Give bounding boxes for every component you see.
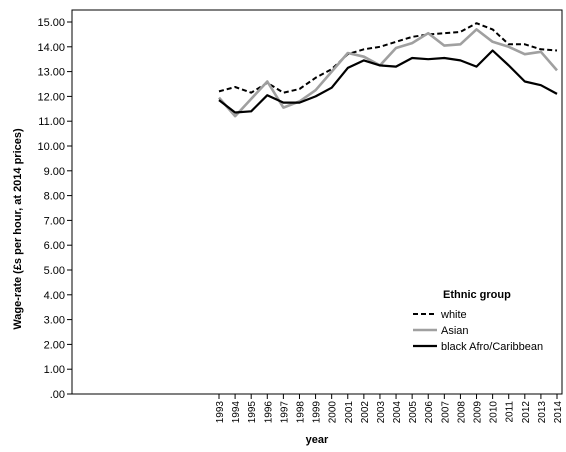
legend: Ethnic group white Asian black Afro/Caribb…: [413, 289, 543, 353]
y-axis: .00 1.00 2.00 3.00 4.00 5.00 6.00 7.00 8.00 9.00 1…: [37, 9, 563, 401]
y-tick-label: .00: [50, 389, 65, 401]
x-tick-label: 2001: [344, 401, 355, 424]
x-tick-label: 1993: [215, 401, 226, 424]
y-axis-title: Wage-rate (£s per hour, at 2014 prices): [12, 128, 24, 330]
y-tick-label: 3.00: [44, 315, 65, 327]
x-tick-label: 1997: [279, 401, 290, 424]
x-tick-label: 1996: [263, 401, 274, 424]
legend-label: white: [440, 309, 467, 321]
x-tick-label: 2004: [392, 401, 403, 424]
x-tick-label: 1994: [231, 401, 242, 424]
x-tick-label: 2002: [360, 401, 371, 424]
y-tick-label: 2.00: [44, 339, 65, 351]
x-tick-label: 2012: [521, 401, 532, 424]
y-tick-label: 8.00: [44, 191, 65, 203]
y-tick-label: 10.00: [37, 141, 65, 153]
y-tick-label: 12.00: [37, 91, 65, 103]
x-tick-label: 2007: [440, 401, 451, 424]
y-tick-label: 9.00: [44, 166, 65, 178]
y-tick-label: 14.00: [37, 42, 65, 54]
y-tick-label: 5.00: [44, 265, 65, 277]
legend-items: white Asian black Afro/Caribbean: [413, 309, 543, 353]
x-tick-label: 1995: [247, 401, 258, 424]
y-tick-label: 13.00: [37, 67, 65, 79]
x-tick-label: 2013: [537, 401, 548, 424]
y-tick-label: 6.00: [44, 240, 65, 252]
x-tick-label: 2005: [408, 401, 419, 424]
plot-frame: [71, 9, 563, 395]
x-axis-title: year: [306, 434, 329, 446]
x-tick-label: 2000: [328, 401, 339, 424]
y-tick-label: 1.00: [44, 364, 65, 376]
x-tick-label: 2010: [489, 401, 500, 424]
x-tick-label: 2009: [473, 401, 484, 424]
series-line-asian: [218, 28, 558, 118]
x-tick-label: 2014: [553, 401, 564, 424]
x-tick-label: 1998: [295, 401, 306, 424]
x-tick-label: 2008: [456, 401, 467, 424]
x-tick-label: 2006: [424, 401, 435, 424]
x-tick-label: 2003: [376, 401, 387, 424]
y-tick-label: 11.00: [38, 116, 65, 128]
x-tick-label: 1999: [312, 401, 323, 424]
x-tick-label: 2011: [505, 401, 516, 423]
y-tick-label: 4.00: [44, 290, 65, 302]
legend-label: black Afro/Caribbean: [441, 341, 543, 353]
y-tick-label: 15.00: [37, 17, 65, 29]
x-axis: 1993 1994 1995 1996 1997 1998 1999 2000 2001 2002…: [215, 394, 564, 423]
y-tick-label: 7.00: [44, 215, 65, 227]
series-line-black-afro-caribbean: [218, 49, 558, 114]
legend-title: Ethnic group: [443, 289, 511, 301]
legend-label: Asian: [441, 325, 469, 337]
series-layer: [218, 22, 558, 118]
